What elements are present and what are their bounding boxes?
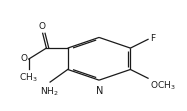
Text: N: N	[96, 86, 104, 96]
Text: CH$_3$: CH$_3$	[19, 72, 38, 84]
Text: F: F	[150, 34, 155, 43]
Text: O: O	[20, 54, 27, 63]
Text: OCH$_3$: OCH$_3$	[150, 79, 176, 92]
Text: NH$_2$: NH$_2$	[40, 85, 59, 98]
Text: O: O	[38, 22, 45, 31]
